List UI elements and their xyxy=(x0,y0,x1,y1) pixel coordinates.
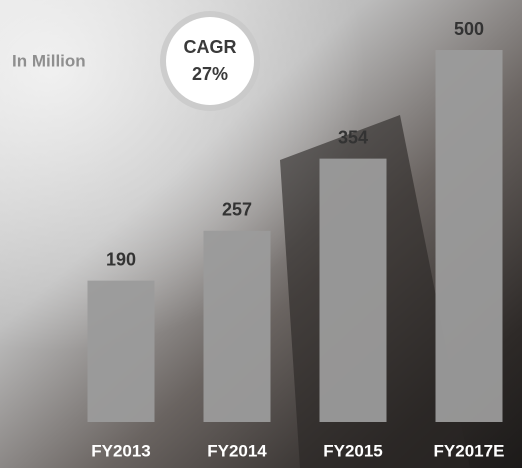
x-tick-label: FY2015 xyxy=(323,441,383,460)
annotation-title: CAGR xyxy=(184,37,237,57)
x-tick-label: FY2013 xyxy=(91,441,151,460)
unit-label: In Million xyxy=(12,51,86,70)
x-tick-label: FY2014 xyxy=(207,441,267,460)
data-label: 257 xyxy=(222,200,252,220)
bar xyxy=(87,280,155,422)
data-label: 354 xyxy=(338,127,368,147)
bar xyxy=(319,158,387,422)
x-tick-label: FY2017E xyxy=(434,441,505,460)
data-label: 500 xyxy=(454,19,484,39)
annotation-value: 27% xyxy=(192,64,228,84)
bar xyxy=(203,230,271,422)
bar xyxy=(435,50,503,422)
annotation-circle xyxy=(166,17,254,105)
data-label: 190 xyxy=(106,249,136,269)
